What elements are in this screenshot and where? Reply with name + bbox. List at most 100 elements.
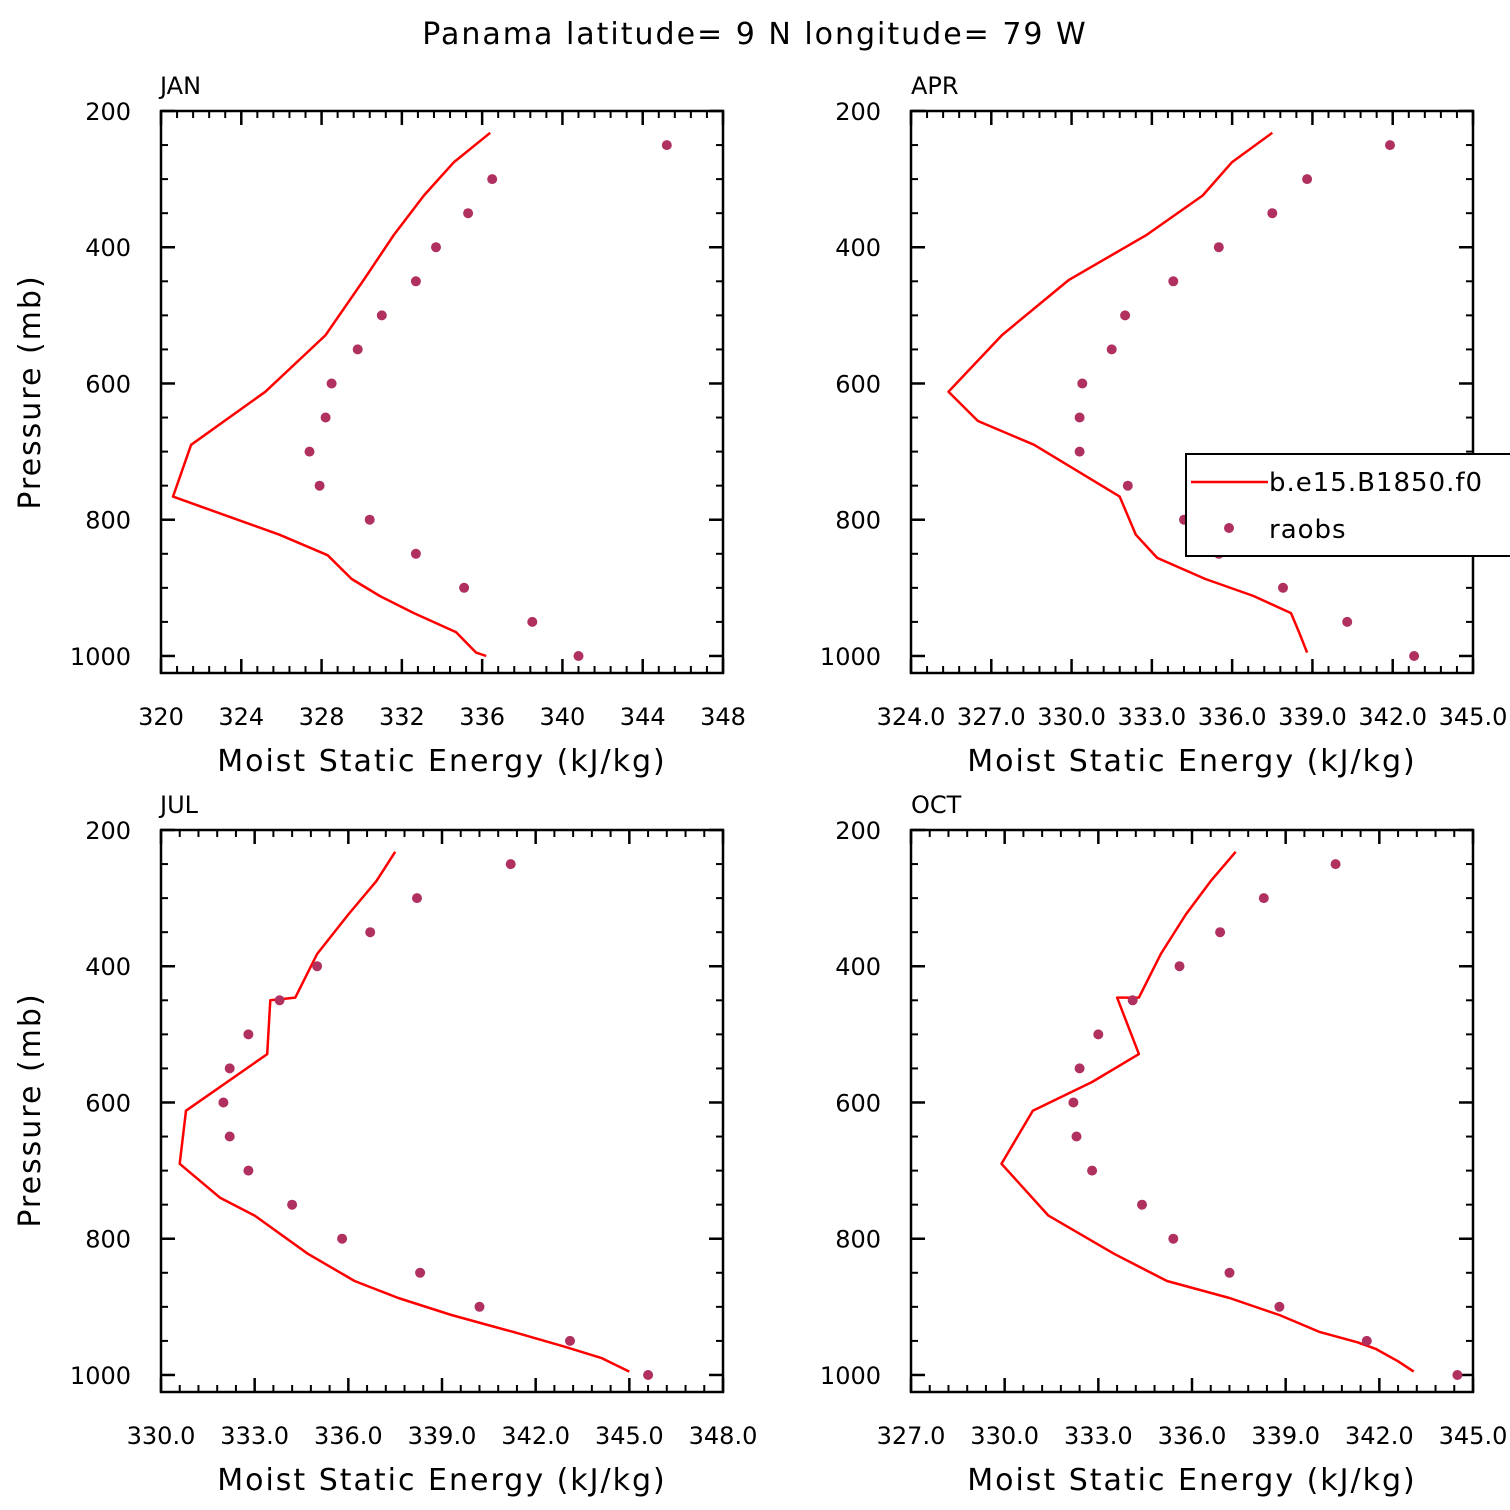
y-tick-label-jan: 200: [85, 98, 131, 126]
raobs-point-jan: [410, 276, 421, 287]
raobs-point-apr: [1074, 412, 1085, 423]
x-tick-label-apr: 330.0: [1037, 703, 1106, 731]
legend-label-raobs: raobs: [1269, 515, 1347, 545]
raobs-point-jul: [287, 1199, 298, 1210]
raobs-point-oct: [1361, 1335, 1372, 1346]
y-tick-label-apr: 200: [835, 98, 881, 126]
raobs-point-jul: [274, 995, 285, 1006]
panel-label-apr: APR: [911, 72, 959, 100]
panel-apr: APR 324.0 327.0 330.0 333.0 336.0 339.0 342.0 3…: [820, 72, 1507, 779]
raobs-point-oct: [1274, 1301, 1285, 1312]
x-tick-label-jan: 348: [700, 703, 746, 731]
x-tick-label-apr: 342.0: [1358, 703, 1427, 731]
raobs-point-apr: [1278, 582, 1288, 593]
raobs-point-oct: [1093, 1029, 1104, 1040]
model-line-apr: [947, 131, 1309, 654]
plot-frame-jan: [159, 109, 725, 675]
x-tick-label-jul: 333.0: [220, 1422, 289, 1450]
y-tick-label-jan: 400: [85, 234, 131, 262]
panel-label-oct: OCT: [911, 791, 962, 819]
raobs-point-jan: [320, 412, 331, 423]
raobs-point-jul: [243, 1165, 254, 1176]
raobs-point-apr: [1074, 446, 1085, 457]
raobs-point-jul: [218, 1097, 229, 1108]
raobs-point-jul: [565, 1335, 575, 1346]
plot-frame-oct: [909, 828, 1475, 1394]
raobs-point-oct: [1127, 995, 1138, 1006]
x-tick-label-apr: 336.0: [1198, 703, 1267, 731]
raobs-point-jan: [573, 651, 584, 661]
raobs-point-oct: [1224, 1267, 1235, 1278]
x-tick-label-jul: 336.0: [314, 1422, 383, 1450]
x-tick-label-oct: 333.0: [1064, 1422, 1133, 1450]
raobs-point-oct: [1168, 1233, 1179, 1244]
panel-oct: OCT 327.0 330.0 333.0 336.0 339.0 342.0 345.0 2…: [820, 791, 1507, 1498]
y-tick-label-oct: 400: [835, 953, 881, 981]
x-tick-label-jan: 324: [218, 703, 264, 731]
raobs-point-oct: [1452, 1370, 1463, 1380]
raobs-point-jan: [431, 242, 441, 253]
raobs-point-jan: [326, 378, 337, 389]
x-tick-label-oct: 336.0: [1158, 1422, 1227, 1450]
raobs-point-jan: [463, 208, 474, 219]
raobs-point-jul: [224, 1063, 235, 1074]
raobs-point-apr: [1122, 480, 1133, 491]
raobs-point-jul: [312, 961, 323, 972]
x-tick-label-oct: 339.0: [1251, 1422, 1320, 1450]
x-tick-label-jan: 320: [138, 703, 184, 731]
x-tick-label-oct: 330.0: [970, 1422, 1039, 1450]
y-tick-label-jul: 800: [85, 1226, 131, 1254]
raobs-point-oct: [1258, 893, 1269, 904]
raobs-point-jul: [474, 1301, 485, 1312]
raobs-point-jan: [661, 140, 672, 151]
y-tick-label-apr: 1000: [820, 643, 881, 671]
raobs-point-jan: [376, 310, 387, 321]
raobs-point-jul: [643, 1370, 654, 1380]
raobs-point-apr: [1385, 140, 1395, 151]
x-tick-label-jan: 336: [459, 703, 505, 731]
raobs-point-jan: [352, 344, 363, 355]
raobs-point-apr: [1267, 208, 1278, 219]
x-tick-label-oct: 342.0: [1345, 1422, 1414, 1450]
y-tick-label-apr: 800: [835, 507, 881, 535]
raobs-point-apr: [1409, 651, 1420, 661]
raobs-point-jan: [364, 514, 375, 525]
raobs-point-apr: [1106, 344, 1117, 355]
raobs-point-oct: [1330, 859, 1341, 870]
x-tick-label-oct: 327.0: [877, 1422, 946, 1450]
y-tick-label-oct: 600: [835, 1089, 881, 1117]
x-axis-title-jul: Moist Static Energy (kJ/kg): [217, 1463, 667, 1498]
raobs-point-oct: [1071, 1131, 1082, 1142]
raobs-point-jan: [410, 548, 421, 559]
y-tick-label-jan: 600: [85, 370, 131, 398]
y-tick-label-apr: 600: [835, 370, 881, 398]
raobs-point-jan: [459, 582, 470, 593]
y-tick-label-jan: 1000: [70, 643, 131, 671]
raobs-point-jul: [415, 1267, 426, 1278]
raobs-point-oct: [1137, 1199, 1147, 1210]
x-tick-label-jan: 328: [299, 703, 345, 731]
legend-label-model: b.e15.B1850.f0: [1269, 468, 1483, 498]
x-tick-label-jul: 342.0: [501, 1422, 570, 1450]
x-tick-label-jul: 339.0: [408, 1422, 477, 1450]
raobs-point-apr: [1213, 242, 1224, 253]
y-tick-label-jul: 400: [85, 953, 131, 981]
raobs-point-apr: [1077, 378, 1088, 389]
y-tick-label-oct: 1000: [820, 1362, 881, 1390]
raobs-point-oct: [1174, 961, 1185, 972]
raobs-point-oct: [1074, 1063, 1085, 1074]
legend: b.e15.B1850.f0 raobs: [1185, 453, 1510, 557]
plot-frame-apr: [909, 109, 1475, 675]
y-tick-label-oct: 800: [835, 1226, 881, 1254]
x-tick-label-apr: 339.0: [1278, 703, 1347, 731]
model-line-oct: [1000, 850, 1415, 1373]
raobs-point-oct: [1068, 1097, 1079, 1108]
raobs-point-apr: [1120, 310, 1131, 321]
legend-box: [1185, 453, 1510, 557]
model-line-jan: [171, 131, 491, 658]
raobs-point-jan: [314, 480, 325, 491]
x-tick-label-apr: 324.0: [877, 703, 946, 731]
x-tick-label-oct: 345.0: [1439, 1422, 1508, 1450]
panel-label-jul: JUL: [158, 791, 199, 819]
raobs-point-apr: [1342, 616, 1353, 627]
